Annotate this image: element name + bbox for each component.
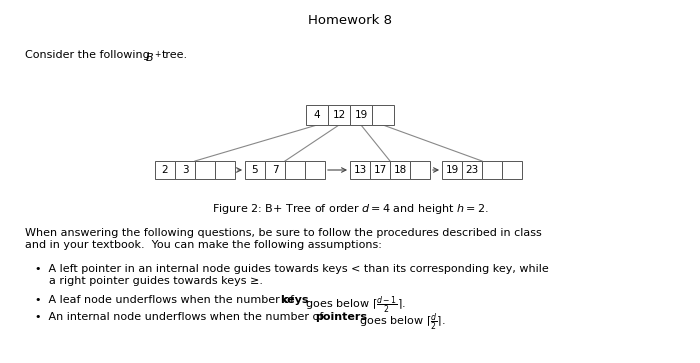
Text: 2: 2: [162, 165, 168, 175]
Bar: [482, 161, 502, 179]
Bar: [350, 161, 370, 179]
Bar: [502, 161, 522, 179]
Text: 13: 13: [354, 165, 367, 175]
Text: 7: 7: [272, 165, 279, 175]
Text: pointers: pointers: [315, 312, 367, 322]
Text: •  An internal node underflows when the number of: • An internal node underflows when the n…: [35, 312, 327, 322]
Text: 17: 17: [373, 165, 386, 175]
Text: 12: 12: [332, 110, 346, 120]
Bar: [305, 161, 325, 179]
Bar: [306, 105, 328, 125]
Bar: [410, 161, 430, 179]
Text: goes below $\lceil\frac{d-1}{2}\rceil$.: goes below $\lceil\frac{d-1}{2}\rceil$.: [302, 295, 406, 317]
Bar: [462, 161, 482, 179]
Bar: [215, 161, 235, 179]
Text: 5: 5: [252, 165, 258, 175]
Text: When answering the following questions, be sure to follow the procedures describ: When answering the following questions, …: [25, 228, 542, 250]
Text: $B^+$: $B^+$: [145, 50, 162, 65]
Text: goes below $\lceil\frac{d}{2}\rceil$.: goes below $\lceil\frac{d}{2}\rceil$.: [356, 312, 445, 334]
Text: Consider the following: Consider the following: [25, 50, 153, 60]
Text: Figure 2: B+ Tree of order $d = 4$ and height $h = 2$.: Figure 2: B+ Tree of order $d = 4$ and h…: [211, 202, 489, 216]
Text: 18: 18: [393, 165, 407, 175]
Bar: [195, 161, 215, 179]
Text: keys: keys: [280, 295, 309, 305]
Text: tree.: tree.: [162, 50, 188, 60]
Text: •  A left pointer in an internal node guides towards keys < than its correspondi: • A left pointer in an internal node gui…: [35, 264, 549, 286]
Bar: [350, 105, 372, 125]
Bar: [372, 105, 394, 125]
Bar: [155, 161, 175, 179]
Text: 4: 4: [314, 110, 321, 120]
Bar: [390, 161, 410, 179]
Text: •  A leaf node underflows when the number of: • A leaf node underflows when the number…: [35, 295, 298, 305]
Text: 23: 23: [466, 165, 479, 175]
Bar: [370, 161, 390, 179]
Text: 19: 19: [354, 110, 368, 120]
Text: 3: 3: [182, 165, 188, 175]
Bar: [245, 161, 265, 179]
Bar: [328, 105, 350, 125]
Bar: [285, 161, 305, 179]
Text: Homework 8: Homework 8: [308, 14, 392, 27]
Bar: [442, 161, 462, 179]
Bar: [265, 161, 285, 179]
Bar: [175, 161, 195, 179]
Text: 19: 19: [445, 165, 458, 175]
